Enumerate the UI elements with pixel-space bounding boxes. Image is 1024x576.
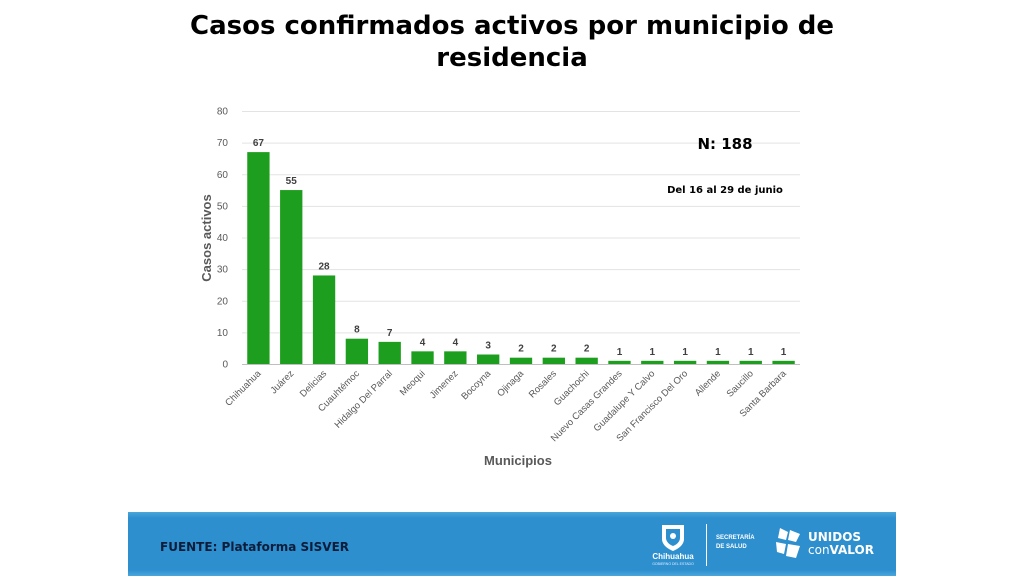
con-word: con <box>808 543 830 557</box>
x-tick-label: Allende <box>693 368 723 398</box>
y-tick-label: 30 <box>217 265 229 276</box>
x-tick-label: Rosales <box>527 368 559 400</box>
data-label: 1 <box>715 347 721 358</box>
data-label: 3 <box>485 341 491 352</box>
bar <box>312 275 336 364</box>
gridlines <box>242 111 800 334</box>
y-tick-label: 20 <box>217 296 229 307</box>
bar <box>673 360 697 364</box>
chihuahua-seal-icon <box>662 525 684 551</box>
date-range-annotation: Del 16 al 29 de junio <box>667 185 783 196</box>
unidos-word: UNIDOS <box>808 530 862 544</box>
data-label: 2 <box>518 344 524 355</box>
chart-title-line-2: residencia <box>436 43 588 73</box>
x-tick-label: Delicias <box>298 368 329 399</box>
bars <box>247 152 795 364</box>
bar <box>641 360 664 364</box>
n-annotation: N: 188 <box>697 135 752 153</box>
chart-title-line-1: Casos confirmados activos por municipio … <box>189 11 835 41</box>
chart-title: Casos confirmados activos por municipio … <box>0 10 1024 74</box>
bar <box>477 354 500 364</box>
bar <box>280 190 303 364</box>
data-label: 1 <box>617 347 623 358</box>
y-axis-label: Casos activos <box>199 194 214 281</box>
bar <box>706 360 730 364</box>
logo-divider <box>706 524 707 566</box>
y-tick-label: 50 <box>217 201 229 212</box>
bar <box>542 357 565 364</box>
bar <box>444 351 467 364</box>
y-tick-label: 70 <box>217 138 229 149</box>
con-valor-words: conVALOR <box>808 544 874 557</box>
data-label: 8 <box>354 325 360 336</box>
data-label: 2 <box>551 344 557 355</box>
secretaria-de-salud-label: SECRETARÍA DE SALUD <box>716 534 755 552</box>
data-label: 1 <box>650 347 656 358</box>
x-tick-label: Chihuahua <box>223 368 264 409</box>
y-tick-label: 0 <box>222 360 228 371</box>
source-note: FUENTE: Plataforma SISVER <box>160 540 350 554</box>
unidos-con-valor-text: UNIDOS conVALOR <box>808 531 874 557</box>
y-tick-label: 80 <box>217 107 229 118</box>
y-tick-label: 10 <box>217 328 229 339</box>
x-tick-label: Jimenez <box>428 368 461 401</box>
y-tick-label: 60 <box>217 170 229 181</box>
unidos-con-valor-logo-icon <box>776 528 800 558</box>
data-label: 7 <box>387 328 393 339</box>
bar-chart: 0 10 20 30 40 50 60 70 80 67 55 28 8 7 4 4 3 2 2 2 1 1 1 1 1 1 C… <box>199 107 800 468</box>
bar <box>575 357 598 364</box>
bar <box>772 360 795 364</box>
x-tick-label: Ojinaga <box>495 368 526 399</box>
x-tick-label: Bocoyna <box>459 368 493 402</box>
bar <box>345 338 369 364</box>
bar <box>739 360 762 364</box>
bar <box>411 351 434 364</box>
data-label: 55 <box>286 176 298 187</box>
data-label: 67 <box>253 138 265 149</box>
footer-bar: FUENTE: Plataforma SISVER Chihuahua GOBI… <box>128 512 896 576</box>
data-label: 1 <box>748 347 754 358</box>
x-tick-label: Guadalupe Y Calvo <box>592 368 658 434</box>
bar <box>378 341 401 364</box>
bar <box>509 357 533 364</box>
data-label: 2 <box>584 344 590 355</box>
data-label: 4 <box>453 337 459 348</box>
bar <box>608 360 631 364</box>
data-labels: 67 55 28 8 7 4 4 3 2 2 2 1 1 1 1 1 1 <box>253 138 787 358</box>
x-tick-label: Meoqui <box>398 368 428 398</box>
valor-word: VALOR <box>829 543 874 557</box>
data-label: 1 <box>781 347 787 358</box>
bar <box>247 152 270 364</box>
x-tick-label: Hidalgo Del Parral <box>333 368 395 430</box>
secretaria-line-2: DE SALUD <box>716 544 747 550</box>
data-label: 1 <box>682 347 688 358</box>
chihuahua-logo-subtext: GOBIERNO DEL ESTADO <box>652 562 694 566</box>
x-tick-labels: Chihuahua Juárez DeliciasCuauhtémocHidalgo… <box>223 368 789 444</box>
secretaria-line-1: SECRETARÍA <box>716 535 755 541</box>
y-tick-label: 40 <box>217 233 229 244</box>
x-tick-label: Juárez <box>268 368 296 396</box>
chihuahua-logo-text: Chihuahua <box>652 552 694 561</box>
y-tick-labels: 0 10 20 30 40 50 60 70 80 <box>217 107 229 371</box>
x-tick-label: Saucillo <box>725 368 756 399</box>
x-axis-label: Municipios <box>484 453 552 468</box>
data-label: 4 <box>420 337 426 348</box>
data-label: 28 <box>318 261 330 272</box>
